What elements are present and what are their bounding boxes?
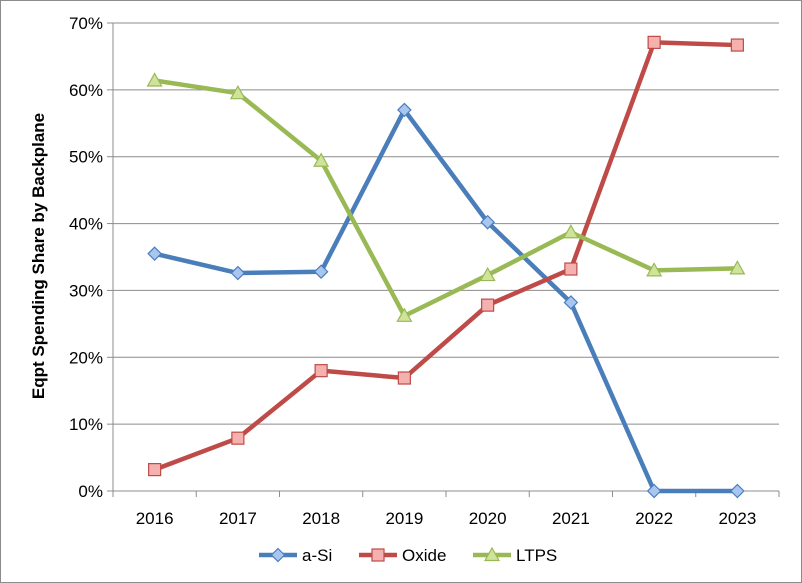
gridlines xyxy=(113,22,779,425)
data-point xyxy=(148,463,162,477)
x-tick-label: 2019 xyxy=(385,509,423,528)
data-point xyxy=(647,35,661,49)
y-tick-label: 40% xyxy=(69,215,103,234)
y-tick-label: 70% xyxy=(69,14,103,33)
legend-label: LTPS xyxy=(516,546,557,565)
y-tick-label: 60% xyxy=(69,81,103,100)
y-tick-label: 0% xyxy=(78,482,103,501)
data-point xyxy=(314,364,328,378)
legend-marker xyxy=(371,548,385,562)
data-point xyxy=(229,84,246,100)
legend-item: LTPS xyxy=(473,546,557,565)
y-tick-label: 50% xyxy=(69,148,103,167)
legend-label: Oxide xyxy=(402,546,446,565)
data-point xyxy=(396,307,413,322)
data-point xyxy=(313,264,329,280)
legend: a-Si Oxide LTPS xyxy=(259,546,557,565)
data-point xyxy=(646,483,662,499)
x-tick-label: 2023 xyxy=(718,509,756,528)
data-point xyxy=(563,295,579,310)
data-point xyxy=(397,102,412,118)
axes xyxy=(107,22,780,497)
x-tick-labels: 2016 2017 2018 2019 2020 2021 2022 2023 xyxy=(136,509,757,528)
x-tick-label: 2020 xyxy=(469,509,507,528)
legend-item: Oxide xyxy=(359,546,446,565)
x-tick-label: 2022 xyxy=(635,509,673,528)
data-point xyxy=(480,214,495,230)
data-point xyxy=(730,483,745,499)
y-axis-label: Eqpt Spending Share by Backplane xyxy=(29,113,48,399)
data-point xyxy=(397,371,411,385)
series-ltps xyxy=(146,72,746,322)
series-line xyxy=(152,40,740,472)
x-tick-label: 2016 xyxy=(136,509,174,528)
data-point xyxy=(729,260,746,275)
series-oxide xyxy=(148,35,744,477)
y-tick-label: 20% xyxy=(69,348,103,367)
x-tick-label: 2018 xyxy=(302,509,340,528)
data-point xyxy=(147,246,162,262)
legend-label: a-Si xyxy=(302,546,332,565)
y-tick-label: 10% xyxy=(69,415,103,434)
x-tick-label: 2021 xyxy=(552,509,590,528)
series-line xyxy=(152,107,740,494)
legend-item: a-Si xyxy=(259,546,332,565)
y-tick-label: 30% xyxy=(69,281,103,300)
data-point xyxy=(646,262,663,277)
legend-marker xyxy=(270,547,286,563)
data-point xyxy=(146,72,163,87)
y-tick-labels: 0% 10% 20% 30% 40% 50% 60% 70% xyxy=(69,14,103,501)
series-group xyxy=(146,35,746,499)
data-point xyxy=(562,224,579,239)
data-point xyxy=(479,266,496,282)
data-point xyxy=(230,265,246,281)
data-point xyxy=(231,431,245,445)
data-point xyxy=(481,298,495,312)
legend-marker xyxy=(483,546,501,562)
data-point xyxy=(564,262,578,276)
data-point xyxy=(313,152,330,167)
series-a-si xyxy=(147,102,745,499)
series-line xyxy=(152,78,740,319)
data-point xyxy=(730,38,744,52)
x-tick-label: 2017 xyxy=(219,509,257,528)
